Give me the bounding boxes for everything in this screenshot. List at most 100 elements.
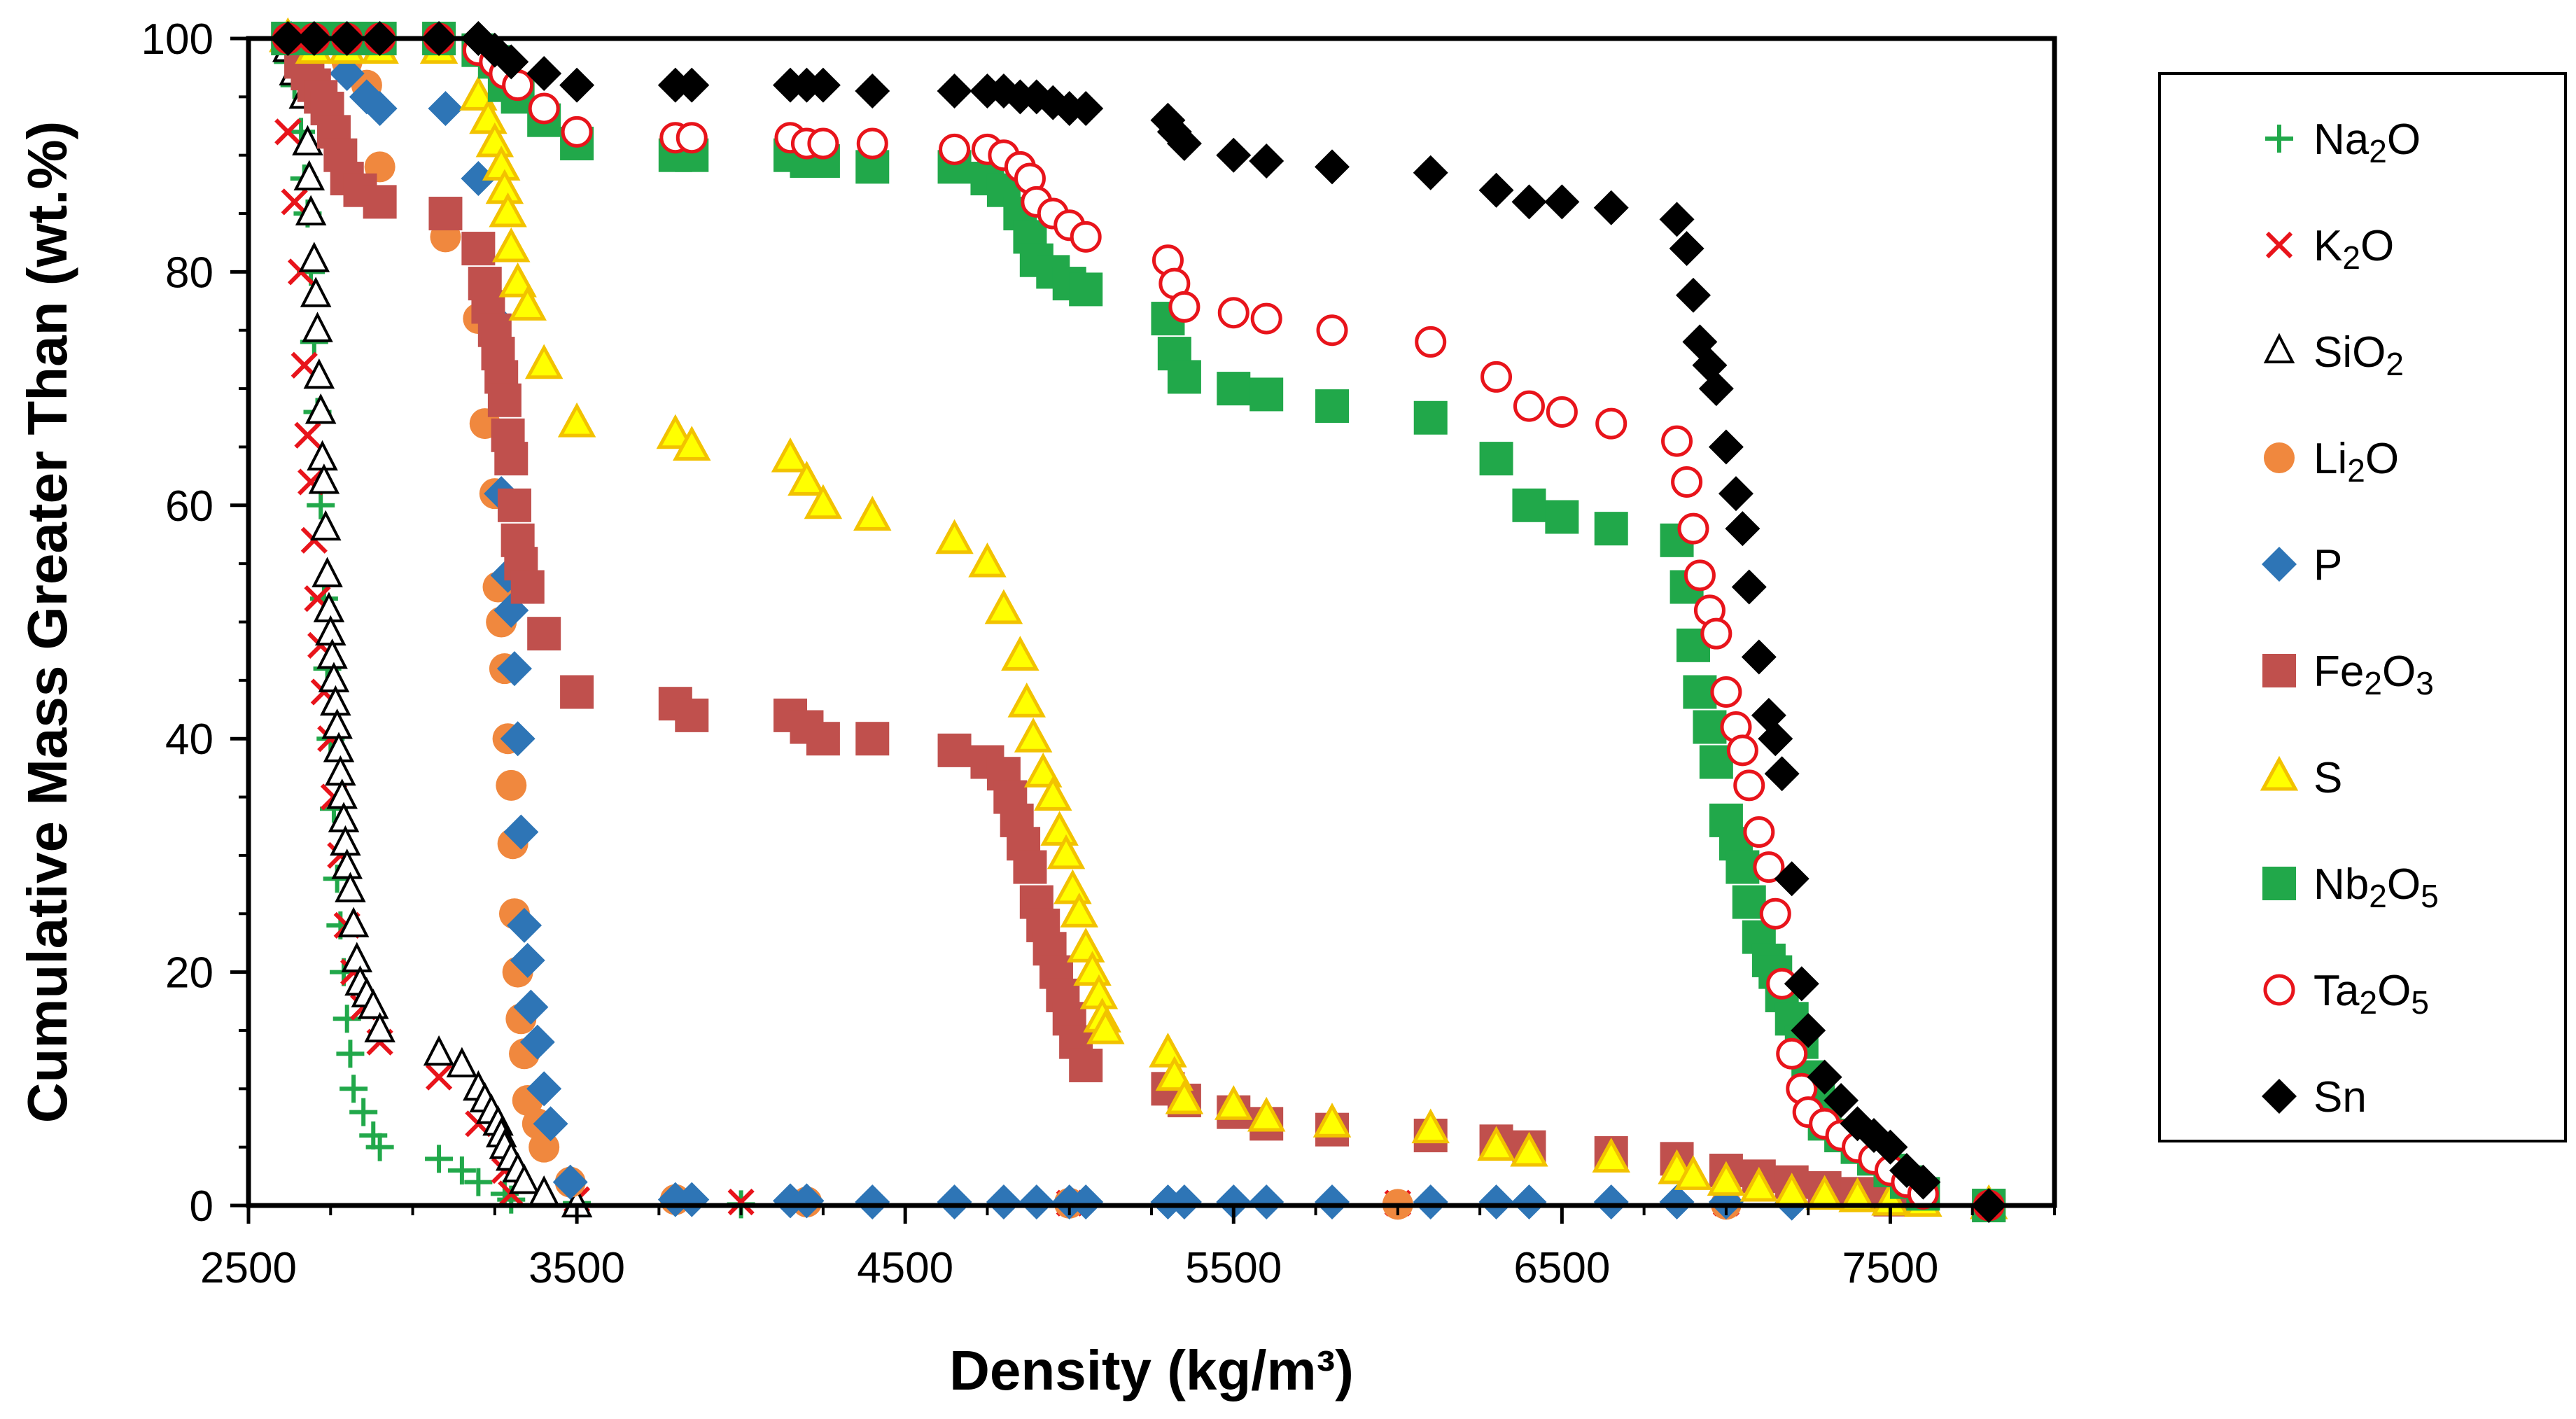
legend-label-text: K [2314,222,2342,270]
data-point-s [498,262,537,298]
data-point-ta2o5 [1726,734,1758,767]
data-point-fe2o3 [363,185,397,219]
data-point-fe2o3 [675,698,709,732]
data-point-k2o [425,1063,453,1091]
legend-label: Fe2O3 [2314,648,2434,701]
legend-label: Ta2O5 [2314,967,2429,1021]
legend-label: Na2O [2314,116,2421,169]
data-point-sn [1741,639,1777,675]
data-point-fe2o3 [487,383,522,417]
data-point-s [1477,1126,1516,1161]
data-point-sio2 [446,1047,478,1077]
data-point-na2o [336,1040,365,1068]
data-point-sn [1413,155,1448,190]
data-point-ta2o5 [1743,816,1775,848]
data-point-s [524,344,564,379]
data-point-p [1593,1184,1629,1219]
data-point-p [526,1071,562,1107]
data-point-sn [526,56,562,92]
data-point-ta2o5 [1168,291,1200,323]
data-point-na2o [332,1005,361,1033]
data-point-sn [559,67,595,103]
data-point-s [469,99,507,134]
legend-label-text: Nb [2314,860,2369,909]
data-point-s [788,461,826,496]
legend-label-text: P [2314,541,2342,589]
data-point-p [362,91,398,127]
data-point-sn [1698,371,1734,407]
y-tick-label: 20 [165,949,214,998]
legend-item-li2o: Li2O [2264,435,2399,489]
data-point-sn [1593,190,1629,225]
legend-label-text: S [2314,754,2342,802]
data-point-sio2 [335,872,366,902]
data-point-sio2 [303,358,335,389]
data-point-sn [805,67,841,103]
data-point-s [771,437,810,473]
legend-label: S [2314,754,2342,802]
legend-label-subscript: 2 [2359,984,2377,1021]
data-point-sio2 [312,557,343,587]
legend-label-subscript: 2 [2342,239,2360,276]
data-point-fe2o3 [1013,850,1047,884]
data-point-p [937,1184,972,1219]
y-tick-label: 0 [190,1182,214,1231]
data-point-s [1023,753,1063,788]
data-point-sn [1068,91,1104,127]
legend-label: P [2314,541,2342,589]
legend-label-text: O [2387,860,2421,909]
data-point-p [1249,1184,1284,1219]
legend-item-sn: Sn [2262,1073,2367,1121]
data-point-nb2o5 [1217,372,1251,406]
data-point-sn [1823,1082,1859,1118]
data-point-fe2o3 [855,722,890,756]
legend-marker-ta2o5 [2263,974,2295,1006]
y-tick-label: 80 [165,249,214,297]
legend-label-subscript: 2 [2386,346,2404,382]
data-point-p [500,721,536,757]
data-point-sn [1791,1012,1826,1048]
data-point-sio2 [357,988,389,1019]
legend-label-subscript: 5 [2411,984,2429,1021]
legend-item-nb2o5: Nb2O5 [2262,860,2439,914]
data-point-s [508,286,547,321]
data-point-sio2 [300,277,332,307]
legend-label-text: O [2360,222,2394,270]
data-point-sio2 [331,848,363,879]
data-point-sn [1725,511,1760,547]
legend-label-subscript: 2 [2347,452,2365,489]
data-point-ta2o5 [1677,512,1709,545]
data-point-fe2o3 [560,675,594,709]
data-point-nb2o5 [1545,500,1579,534]
data-point-ta2o5 [1753,851,1785,883]
data-point-p [674,1182,710,1217]
data-point-sio2 [508,1163,540,1194]
legend-label-subscript: 2 [2364,665,2382,701]
data-point-s [1155,1056,1194,1091]
data-point-ta2o5 [1671,466,1703,498]
data-point-sio2 [364,1012,396,1042]
data-point-sn [1511,184,1547,220]
data-point-p [1511,1184,1547,1219]
data-point-sio2 [302,312,333,342]
data-point-na2o [349,1098,378,1126]
data-point-p [789,1183,825,1219]
legend-label: SiO2 [2314,328,2404,382]
data-point-nb2o5 [1069,272,1103,307]
data-point-nb2o5 [1250,377,1284,412]
data-point-p [507,907,542,943]
x-tick-label: 2500 [200,1244,297,1292]
y-axis-label: Cumulative Mass Greater Than (wt.%) [16,121,78,1123]
legend-box [2158,72,2567,1142]
legend-item-fe2o3: Fe2O3 [2262,648,2434,701]
legend-marker-nb2o5 [2262,867,2296,900]
data-point-li2o [496,769,527,801]
data-point-sn [1659,202,1695,237]
data-point-s [1592,1138,1630,1173]
data-point-sio2 [304,393,337,424]
data-point-s [1034,776,1072,811]
data-point-ta2o5 [856,127,888,160]
data-point-p [986,1184,1021,1219]
data-point-fe2o3 [806,722,840,756]
